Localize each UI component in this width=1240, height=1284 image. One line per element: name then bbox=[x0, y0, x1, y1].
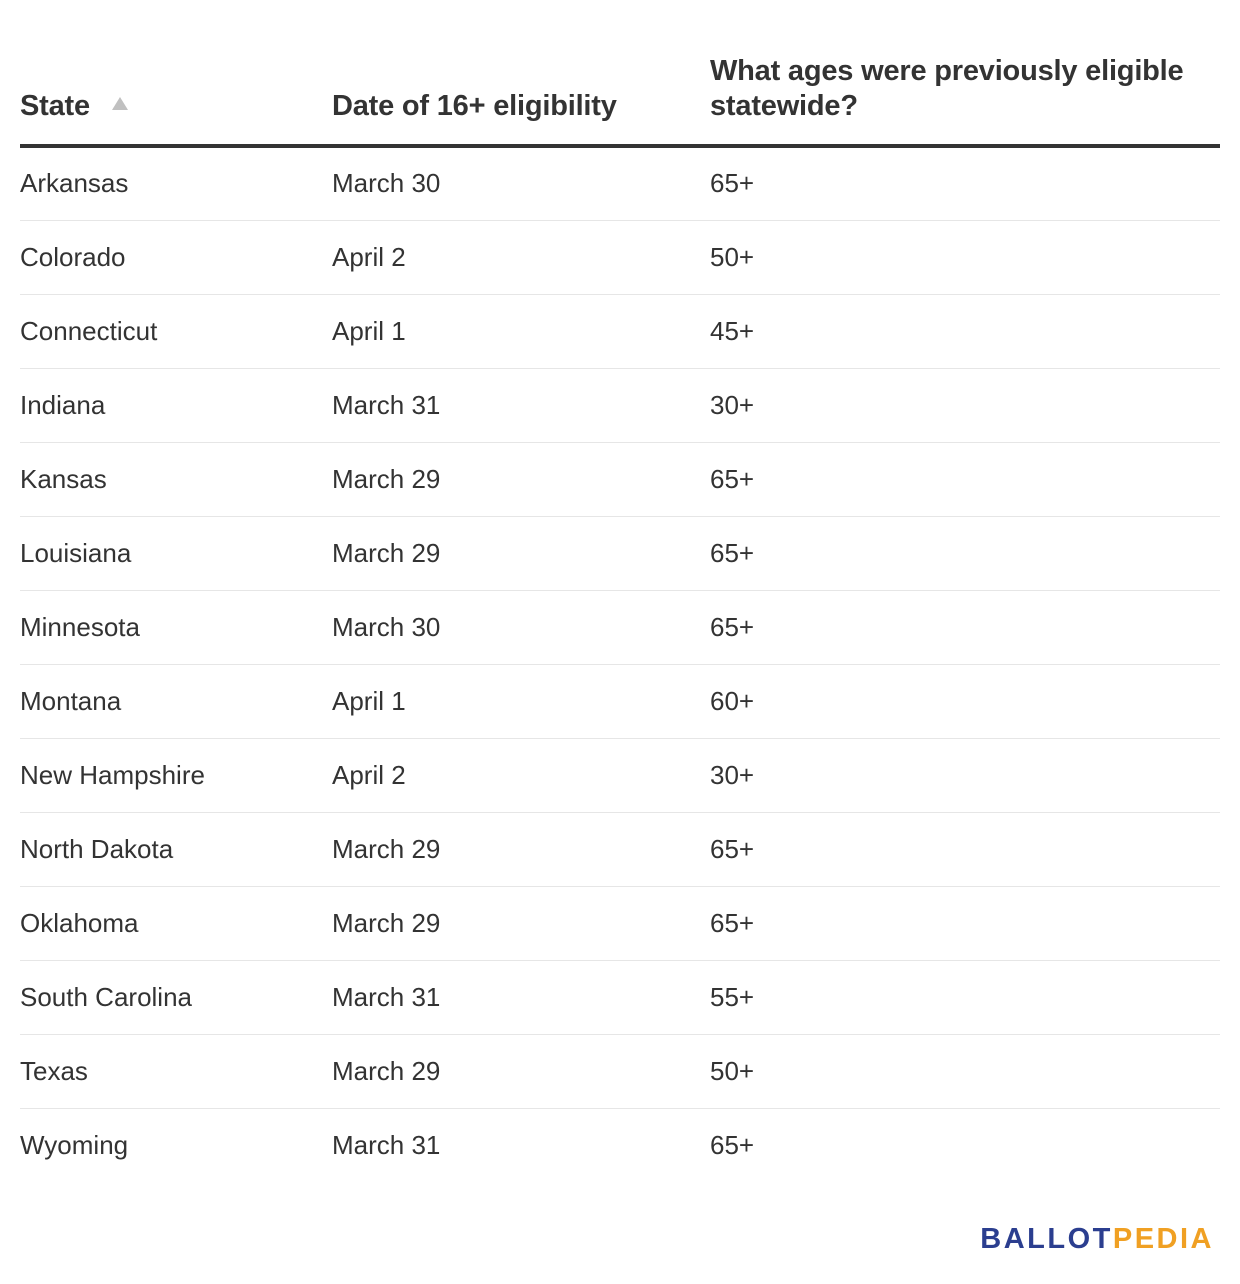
cell-state: South Carolina bbox=[20, 960, 332, 1035]
cell-ages: 30+ bbox=[710, 368, 1220, 443]
cell-ages: 65+ bbox=[710, 590, 1220, 665]
cell-ages: 65+ bbox=[710, 1129, 755, 1160]
cell-date: March 29 bbox=[332, 886, 710, 961]
cell-state: Indiana bbox=[20, 368, 332, 443]
header-row: State Date of 16+ eligibility What ages … bbox=[20, 0, 1220, 148]
cell-state: Minnesota bbox=[20, 590, 332, 665]
cell-ages: 65+ bbox=[710, 146, 1220, 221]
cell-state: Connecticut bbox=[20, 294, 332, 369]
cell-state: Montana bbox=[20, 664, 332, 739]
column-header-state-label: State bbox=[20, 90, 90, 122]
table-row: New Hampshire April 2 30+ bbox=[20, 738, 1220, 813]
cell-date: April 2 bbox=[332, 220, 710, 295]
table-row: Colorado April 2 50+ bbox=[20, 220, 1220, 295]
table-row: Montana April 1 60+ bbox=[20, 664, 1220, 739]
data-table-container: State Date of 16+ eligibility What ages … bbox=[20, 0, 1220, 1182]
table-row: South Carolina March 31 55+ bbox=[20, 960, 1220, 1035]
cell-ages: 50+ bbox=[710, 220, 1220, 295]
column-header-date-label: Date of 16+ eligibility bbox=[332, 90, 617, 122]
column-header-ages-label: What ages were previously eligible state… bbox=[710, 55, 1184, 122]
column-header-state[interactable]: State bbox=[20, 0, 332, 148]
table-row: Indiana March 31 30+ bbox=[20, 368, 1220, 443]
table-row: Kansas March 29 65+ bbox=[20, 442, 1220, 517]
cell-state: Texas bbox=[20, 1034, 332, 1109]
table-row: North Dakota March 29 65+ bbox=[20, 812, 1220, 887]
logo-part-pedia: PEDIA bbox=[1112, 1223, 1214, 1255]
cell-state: Oklahoma bbox=[20, 886, 332, 961]
sort-ascending-icon[interactable] bbox=[111, 97, 128, 110]
cell-date: March 30 bbox=[332, 146, 710, 221]
cell-date: March 29 bbox=[332, 812, 710, 887]
cell-state: Colorado bbox=[20, 220, 332, 295]
column-header-ages[interactable]: What ages were previously eligible state… bbox=[710, 0, 1220, 148]
cell-ages: 30+ bbox=[710, 738, 1220, 813]
cell-date: March 29 bbox=[332, 1034, 710, 1109]
cell-ages: 60+ bbox=[710, 664, 1220, 739]
table-row: Oklahoma March 29 65+ bbox=[20, 886, 1220, 961]
cell-date: April 1 bbox=[332, 294, 710, 369]
cell-date: April 2 bbox=[332, 738, 710, 813]
cell-date: March 31 bbox=[332, 368, 710, 443]
cell-ages: 65+ bbox=[710, 516, 1220, 591]
table-row: Texas March 29 50+ bbox=[20, 1034, 1220, 1109]
cell-date: March 31 bbox=[332, 960, 710, 1035]
cell-state: New Hampshire bbox=[20, 738, 332, 813]
table-row: Wyoming March 31 65+ bbox=[20, 1108, 1220, 1182]
logo-part-ballot: BALLOT bbox=[980, 1223, 1113, 1255]
ballotpedia-logo: BALLOTPEDIA bbox=[980, 1222, 1214, 1256]
cell-date: March 29 bbox=[332, 442, 710, 517]
cell-ages: 55+ bbox=[710, 960, 1220, 1035]
cell-date: March 30 bbox=[332, 590, 710, 665]
table-row: Arkansas March 30 65+ bbox=[20, 146, 1220, 221]
cell-state: Kansas bbox=[20, 442, 332, 517]
table-row: Connecticut April 1 45+ bbox=[20, 294, 1220, 369]
cell-state: Louisiana bbox=[20, 516, 332, 591]
cell-ages: 65+ bbox=[710, 886, 1220, 961]
cell-ages: 65+ bbox=[710, 812, 1220, 887]
cell-state: North Dakota bbox=[20, 812, 332, 887]
eligibility-table: State Date of 16+ eligibility What ages … bbox=[20, 0, 1220, 1182]
cell-ages: 45+ bbox=[710, 294, 1220, 369]
column-header-date[interactable]: Date of 16+ eligibility bbox=[332, 0, 710, 148]
cell-state: Arkansas bbox=[20, 146, 332, 221]
cell-date: April 1 bbox=[332, 664, 710, 739]
table-row: Louisiana March 29 65+ bbox=[20, 516, 1220, 591]
cell-state: Wyoming bbox=[20, 1129, 129, 1160]
cell-ages: 50+ bbox=[710, 1034, 1220, 1109]
cell-ages: 65+ bbox=[710, 442, 1220, 517]
table-body: Arkansas March 30 65+ Colorado April 2 50+ Con… bbox=[20, 146, 1220, 1182]
table-row: Minnesota March 30 65+ bbox=[20, 590, 1220, 665]
table-header: State Date of 16+ eligibility What ages … bbox=[20, 0, 1220, 148]
cell-date: March 29 bbox=[332, 516, 710, 591]
cell-date: March 31 bbox=[332, 1129, 441, 1160]
